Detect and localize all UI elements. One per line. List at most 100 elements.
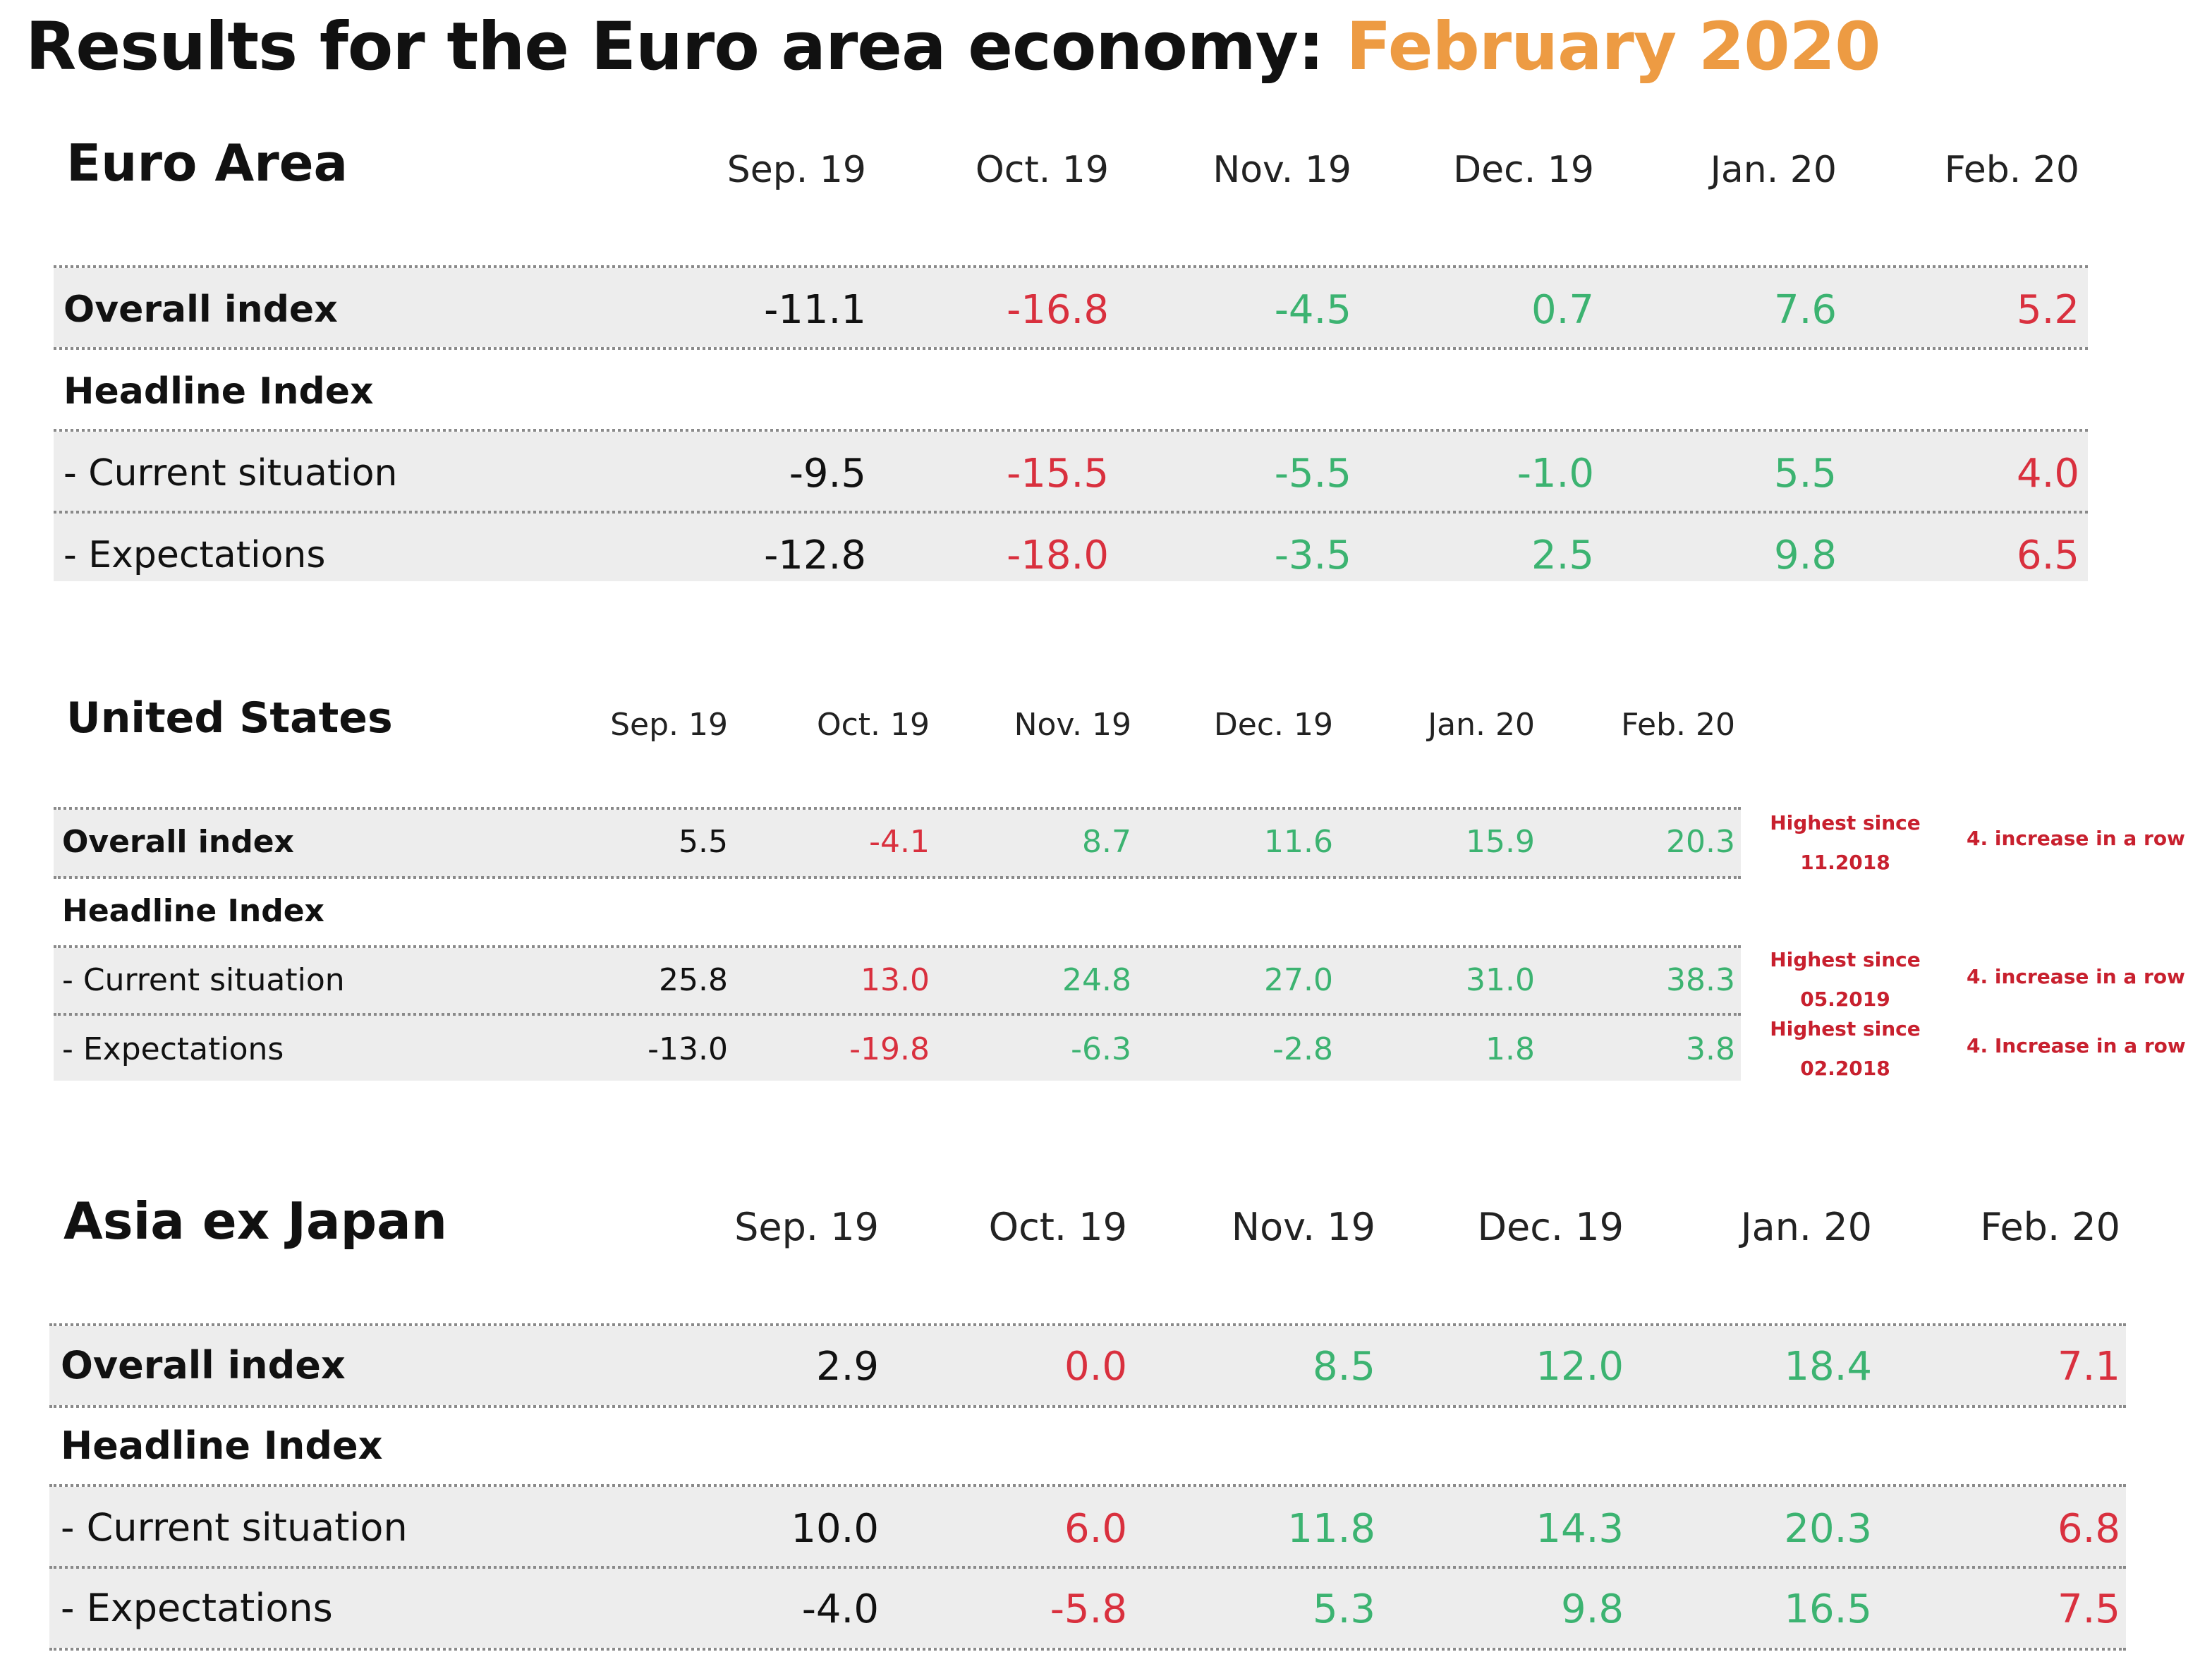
value-cell: 6.0 (1064, 1505, 1127, 1552)
value-cell: 4.0 (2016, 450, 2079, 497)
value-cell: -2.8 (1272, 1033, 1333, 1068)
month-header: Jan. 20 (1740, 1206, 1872, 1250)
value-cell: -4.0 (801, 1586, 879, 1632)
month-header: Feb. 20 (1980, 1206, 2120, 1250)
month-header: Dec. 19 (1213, 708, 1333, 743)
value-cell: 25.8 (659, 964, 728, 999)
row-divider (54, 807, 1741, 810)
month-header: Oct. 19 (816, 708, 930, 743)
value-cell: 11.6 (1264, 825, 1333, 861)
title-accent: February 2020 (1346, 8, 1880, 86)
value-cell: -11.1 (764, 286, 866, 333)
row-divider (54, 945, 1741, 948)
month-header: Oct. 19 (988, 1206, 1127, 1250)
value-cell: -3.5 (1274, 532, 1351, 578)
value-cell: 7.5 (2057, 1586, 2120, 1632)
value-cell: 9.8 (1560, 1586, 1624, 1632)
month-header: Oct. 19 (975, 150, 1109, 192)
value-cell: 2.9 (815, 1343, 879, 1390)
note-line: Highest since (1770, 1019, 1921, 1041)
row-shade (49, 1326, 2126, 1405)
value-cell: -16.8 (1007, 286, 1109, 333)
month-header: Jan. 20 (1428, 708, 1535, 743)
month-header: Feb. 20 (1621, 708, 1735, 743)
row-divider (49, 1648, 2126, 1651)
value-cell: -12.8 (764, 532, 866, 578)
note-line: 05.2019 (1800, 989, 1890, 1012)
month-header: Sep. 19 (610, 708, 728, 743)
value-cell: 20.3 (1666, 825, 1735, 861)
value-cell: 10.0 (791, 1505, 879, 1552)
section-name-euro-area: Euro Area (66, 135, 348, 193)
row-label-current-situation: - Current situation (62, 964, 345, 999)
row-divider (49, 1405, 2126, 1408)
value-cell: 6.8 (2057, 1505, 2120, 1552)
value-cell: 5.3 (1312, 1586, 1375, 1632)
value-cell: -4.1 (869, 825, 930, 861)
value-cell: 5.5 (1773, 450, 1837, 497)
month-header: Feb. 20 (1944, 150, 2079, 192)
row-label-current-situation: - Current situation (63, 453, 398, 495)
note-line: 11.2018 (1800, 852, 1890, 875)
month-header: Nov. 19 (1231, 1206, 1375, 1250)
value-cell: 14.3 (1536, 1505, 1624, 1552)
row-divider (49, 1566, 2126, 1569)
note-streak: 4. increase in a row (1967, 828, 2185, 851)
value-cell: -4.5 (1274, 286, 1351, 333)
value-cell: 1.8 (1485, 1033, 1535, 1068)
value-cell: -19.8 (849, 1033, 930, 1068)
value-cell: 13.0 (861, 964, 930, 999)
row-divider (54, 511, 2088, 514)
section-name-united-states: United States (66, 694, 393, 743)
value-cell: 9.8 (1773, 532, 1837, 578)
row-label-overall-index: Overall index (61, 1344, 346, 1388)
value-cell: 18.4 (1784, 1343, 1872, 1390)
row-divider (54, 265, 2088, 268)
month-header: Dec. 19 (1453, 150, 1594, 192)
value-cell: 15.9 (1466, 825, 1535, 861)
row-label-headline-index: Headline Index (63, 371, 374, 413)
month-header: Sep. 19 (727, 150, 866, 192)
row-divider (49, 1323, 2126, 1326)
row-shade (54, 268, 2088, 347)
row-divider (54, 429, 2088, 432)
value-cell: 6.5 (2016, 532, 2079, 578)
value-cell: 2.5 (1531, 532, 1594, 578)
note-line: 02.2018 (1800, 1058, 1890, 1081)
value-cell: 3.8 (1686, 1033, 1735, 1068)
value-cell: -9.5 (789, 450, 866, 497)
value-cell: 7.1 (2057, 1343, 2120, 1390)
value-cell: -5.5 (1274, 450, 1351, 497)
row-label-expectations: - Expectations (62, 1033, 284, 1068)
row-divider (54, 347, 2088, 350)
row-divider (54, 1013, 1741, 1016)
value-cell: 31.0 (1466, 964, 1535, 999)
value-cell: 0.7 (1531, 286, 1594, 333)
value-cell: -6.3 (1071, 1033, 1131, 1068)
value-cell: -15.5 (1007, 450, 1109, 497)
value-cell: 27.0 (1264, 964, 1333, 999)
value-cell: 24.8 (1062, 964, 1131, 999)
value-cell: 11.8 (1287, 1505, 1375, 1552)
value-cell: 0.0 (1064, 1343, 1127, 1390)
value-cell: -18.0 (1007, 532, 1109, 578)
row-label-expectations: - Expectations (61, 1587, 333, 1631)
value-cell: 8.5 (1312, 1343, 1375, 1390)
value-cell: -5.8 (1050, 1586, 1127, 1632)
value-cell: 16.5 (1784, 1586, 1872, 1632)
value-cell: -1.0 (1517, 450, 1594, 497)
month-header: Jan. 20 (1710, 150, 1837, 192)
row-label-headline-index: Headline Index (61, 1425, 383, 1469)
month-header: Nov. 19 (1014, 708, 1131, 743)
note-line: Highest since (1770, 949, 1921, 972)
note-highest-since: Highest since 05.2019 (1755, 941, 1936, 1020)
row-divider (54, 876, 1741, 879)
note-streak: 4. increase in a row (1967, 966, 2185, 989)
value-cell: 7.6 (1773, 286, 1837, 333)
row-divider (49, 1484, 2126, 1487)
row-shade (54, 432, 2088, 581)
note-highest-since: Highest since 11.2018 (1755, 804, 1936, 883)
row-label-expectations: - Expectations (63, 535, 326, 577)
row-label-overall-index: Overall index (63, 289, 338, 332)
row-label-headline-index: Headline Index (62, 894, 324, 930)
